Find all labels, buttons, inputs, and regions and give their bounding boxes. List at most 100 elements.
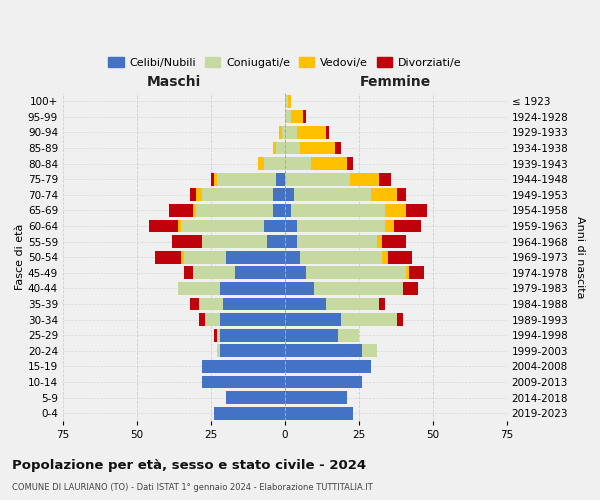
- Bar: [184, 251, 226, 264]
- Bar: [350, 173, 379, 186]
- Bar: [291, 110, 302, 123]
- Bar: [285, 376, 362, 388]
- Bar: [226, 251, 285, 264]
- Bar: [217, 173, 276, 186]
- Bar: [385, 204, 406, 217]
- Text: Popolazione per età, sesso e stato civile - 2024: Popolazione per età, sesso e stato civil…: [12, 460, 366, 472]
- Bar: [285, 157, 311, 170]
- Bar: [299, 251, 382, 264]
- Bar: [214, 407, 285, 420]
- Bar: [397, 188, 406, 201]
- Bar: [184, 266, 193, 279]
- Bar: [285, 360, 371, 373]
- Bar: [379, 298, 385, 310]
- Bar: [406, 204, 427, 217]
- Bar: [311, 157, 347, 170]
- Bar: [362, 344, 377, 357]
- Bar: [285, 251, 299, 264]
- Bar: [397, 313, 403, 326]
- Bar: [285, 126, 296, 138]
- Bar: [214, 173, 217, 186]
- Bar: [220, 282, 285, 295]
- Bar: [326, 126, 329, 138]
- Text: Maschi: Maschi: [147, 74, 201, 88]
- Bar: [285, 220, 296, 232]
- Bar: [202, 188, 273, 201]
- Bar: [276, 173, 285, 186]
- Bar: [279, 126, 282, 138]
- Bar: [296, 220, 385, 232]
- Bar: [178, 220, 181, 232]
- Bar: [285, 282, 314, 295]
- Bar: [276, 142, 285, 154]
- Bar: [296, 235, 377, 248]
- Bar: [220, 313, 285, 326]
- Bar: [285, 188, 293, 201]
- Bar: [379, 173, 391, 186]
- Bar: [273, 204, 285, 217]
- Bar: [214, 329, 217, 342]
- Bar: [273, 188, 285, 201]
- Bar: [371, 188, 397, 201]
- Bar: [264, 157, 285, 170]
- Bar: [285, 344, 362, 357]
- Bar: [326, 298, 379, 310]
- Bar: [226, 391, 285, 404]
- Bar: [235, 266, 285, 279]
- Bar: [285, 266, 305, 279]
- Bar: [199, 313, 205, 326]
- Bar: [202, 376, 285, 388]
- Bar: [285, 329, 338, 342]
- Bar: [347, 157, 353, 170]
- Bar: [264, 220, 285, 232]
- Bar: [394, 220, 421, 232]
- Bar: [149, 220, 178, 232]
- Bar: [196, 204, 273, 217]
- Bar: [282, 126, 285, 138]
- Bar: [217, 329, 220, 342]
- Bar: [155, 251, 181, 264]
- Bar: [285, 204, 291, 217]
- Bar: [217, 344, 220, 357]
- Text: Femmine: Femmine: [360, 74, 431, 88]
- Bar: [285, 407, 353, 420]
- Bar: [190, 298, 199, 310]
- Bar: [377, 235, 382, 248]
- Bar: [202, 235, 267, 248]
- Bar: [382, 235, 406, 248]
- Bar: [338, 329, 359, 342]
- Bar: [305, 266, 406, 279]
- Bar: [202, 360, 285, 373]
- Bar: [296, 126, 326, 138]
- Bar: [299, 142, 335, 154]
- Bar: [285, 110, 291, 123]
- Bar: [341, 313, 397, 326]
- Bar: [220, 329, 285, 342]
- Bar: [285, 391, 347, 404]
- Bar: [267, 235, 285, 248]
- Y-axis label: Fasce di età: Fasce di età: [15, 224, 25, 290]
- Bar: [293, 188, 371, 201]
- Bar: [258, 157, 264, 170]
- Bar: [199, 298, 223, 310]
- Bar: [285, 298, 326, 310]
- Bar: [181, 251, 184, 264]
- Bar: [302, 110, 305, 123]
- Bar: [382, 251, 388, 264]
- Bar: [314, 282, 403, 295]
- Bar: [211, 173, 214, 186]
- Bar: [223, 298, 285, 310]
- Bar: [406, 266, 409, 279]
- Bar: [169, 204, 193, 217]
- Bar: [285, 235, 296, 248]
- Bar: [285, 313, 341, 326]
- Bar: [285, 173, 350, 186]
- Bar: [196, 188, 202, 201]
- Bar: [409, 266, 424, 279]
- Text: COMUNE DI LAURIANO (TO) - Dati ISTAT 1° gennaio 2024 - Elaborazione TUTTITALIA.I: COMUNE DI LAURIANO (TO) - Dati ISTAT 1° …: [12, 484, 373, 492]
- Bar: [193, 266, 235, 279]
- Bar: [291, 204, 385, 217]
- Bar: [178, 282, 220, 295]
- Legend: Celibi/Nubili, Coniugati/e, Vedovi/e, Divorziati/e: Celibi/Nubili, Coniugati/e, Vedovi/e, Di…: [104, 53, 466, 72]
- Bar: [273, 142, 276, 154]
